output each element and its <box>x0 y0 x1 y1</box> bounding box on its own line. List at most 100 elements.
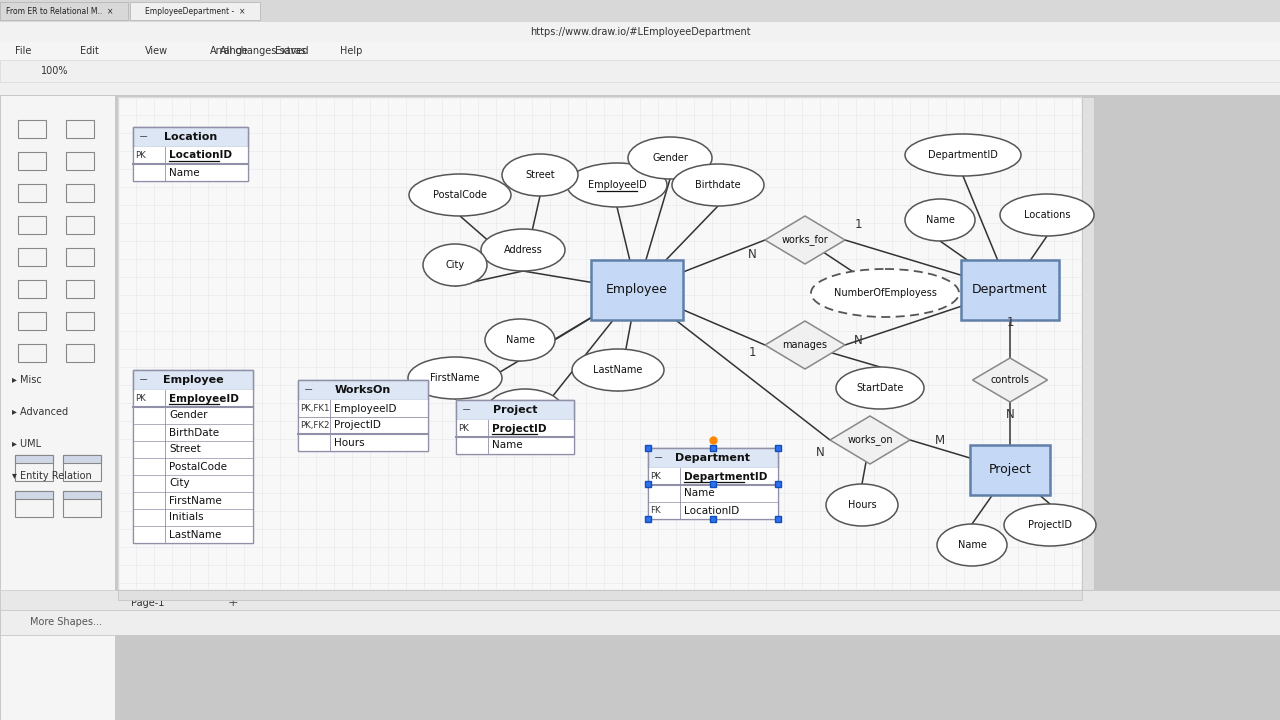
FancyBboxPatch shape <box>648 468 778 485</box>
Text: LocationID: LocationID <box>169 150 232 161</box>
Text: Locations: Locations <box>1024 210 1070 220</box>
Text: Project: Project <box>493 405 538 415</box>
Ellipse shape <box>485 319 556 361</box>
Ellipse shape <box>502 154 579 196</box>
Text: PK: PK <box>134 394 146 403</box>
FancyBboxPatch shape <box>298 380 428 451</box>
FancyBboxPatch shape <box>133 127 248 147</box>
Text: Initials: Initials <box>509 405 541 415</box>
Text: Street: Street <box>169 444 201 454</box>
Text: PK,FK2: PK,FK2 <box>300 421 329 430</box>
Text: LocationID: LocationID <box>684 505 740 516</box>
Text: City: City <box>445 260 465 270</box>
Text: ProjectID: ProjectID <box>334 420 381 431</box>
FancyBboxPatch shape <box>133 458 253 475</box>
Text: Hours: Hours <box>847 500 877 510</box>
Text: −: − <box>654 453 663 463</box>
Ellipse shape <box>408 357 502 399</box>
FancyBboxPatch shape <box>133 370 253 390</box>
Text: FirstName: FirstName <box>430 373 480 383</box>
Ellipse shape <box>826 484 899 526</box>
Polygon shape <box>765 321 845 369</box>
FancyBboxPatch shape <box>63 455 101 463</box>
FancyBboxPatch shape <box>0 590 1280 615</box>
Text: View: View <box>145 46 168 56</box>
Ellipse shape <box>905 199 975 241</box>
FancyBboxPatch shape <box>456 437 573 454</box>
Text: Department: Department <box>676 453 750 463</box>
Text: More Shapes...: More Shapes... <box>29 617 102 627</box>
FancyBboxPatch shape <box>133 147 248 164</box>
Text: ▸ UML: ▸ UML <box>12 439 41 449</box>
FancyBboxPatch shape <box>118 97 1082 590</box>
Text: Name: Name <box>957 540 987 550</box>
Ellipse shape <box>481 229 564 271</box>
Text: Location: Location <box>164 132 218 142</box>
Text: −: − <box>140 132 148 142</box>
Text: Name: Name <box>506 335 535 345</box>
Text: City: City <box>169 479 189 488</box>
Text: Employee: Employee <box>163 375 223 385</box>
FancyBboxPatch shape <box>15 455 52 463</box>
Text: Street: Street <box>525 170 554 180</box>
FancyBboxPatch shape <box>648 485 778 502</box>
Text: DepartmentID: DepartmentID <box>928 150 998 160</box>
Ellipse shape <box>572 349 664 391</box>
Text: PostalCode: PostalCode <box>433 190 486 200</box>
Text: ProjectID: ProjectID <box>492 423 547 433</box>
Ellipse shape <box>812 269 959 317</box>
FancyBboxPatch shape <box>648 448 778 468</box>
FancyBboxPatch shape <box>456 400 573 454</box>
Text: ▸ Misc: ▸ Misc <box>12 375 42 385</box>
Text: PK: PK <box>650 472 660 481</box>
Text: Gender: Gender <box>652 153 687 163</box>
FancyBboxPatch shape <box>133 526 253 543</box>
FancyBboxPatch shape <box>133 492 253 509</box>
FancyBboxPatch shape <box>0 2 128 20</box>
Text: −: − <box>140 375 148 385</box>
Text: All changes saved: All changes saved <box>220 46 308 56</box>
Text: Name: Name <box>492 441 522 451</box>
FancyBboxPatch shape <box>298 400 428 417</box>
Text: ▾ Entity Relation: ▾ Entity Relation <box>12 471 92 481</box>
Text: BirthDate: BirthDate <box>169 428 219 438</box>
Text: https://www.draw.io/#LEmployeeDepartment: https://www.draw.io/#LEmployeeDepartment <box>530 27 750 37</box>
Text: −: − <box>305 385 314 395</box>
FancyBboxPatch shape <box>456 420 573 437</box>
Text: Hours: Hours <box>334 438 365 448</box>
FancyBboxPatch shape <box>298 434 428 451</box>
Text: Birthdate: Birthdate <box>695 180 741 190</box>
FancyBboxPatch shape <box>133 407 253 424</box>
FancyBboxPatch shape <box>133 370 253 543</box>
Text: N: N <box>854 333 863 346</box>
FancyBboxPatch shape <box>63 491 101 499</box>
Text: NumberOfEmployess: NumberOfEmployess <box>833 288 937 298</box>
Polygon shape <box>765 216 845 264</box>
Text: ▸ Advanced: ▸ Advanced <box>12 407 68 417</box>
FancyBboxPatch shape <box>15 491 52 499</box>
Text: EmployeeDepartment -  ×: EmployeeDepartment - × <box>145 6 246 16</box>
FancyBboxPatch shape <box>0 22 1280 42</box>
FancyBboxPatch shape <box>0 0 1280 95</box>
Text: Project: Project <box>988 464 1032 477</box>
Text: Initials: Initials <box>169 513 204 523</box>
Text: N: N <box>815 446 824 459</box>
Polygon shape <box>973 358 1047 402</box>
Text: controls: controls <box>991 375 1029 385</box>
Text: EmployeeID: EmployeeID <box>169 394 239 403</box>
Text: PK: PK <box>134 151 146 160</box>
Ellipse shape <box>1000 194 1094 236</box>
Text: Name: Name <box>684 488 714 498</box>
Text: Name: Name <box>169 168 200 178</box>
FancyBboxPatch shape <box>648 502 778 519</box>
FancyBboxPatch shape <box>648 448 778 519</box>
FancyBboxPatch shape <box>0 42 1280 60</box>
Text: EmployeeID: EmployeeID <box>588 180 646 190</box>
Text: Help: Help <box>340 46 362 56</box>
FancyBboxPatch shape <box>133 441 253 458</box>
Text: File: File <box>15 46 32 56</box>
FancyBboxPatch shape <box>0 95 115 720</box>
Text: N: N <box>748 248 756 261</box>
FancyBboxPatch shape <box>133 424 253 441</box>
Ellipse shape <box>486 389 563 431</box>
